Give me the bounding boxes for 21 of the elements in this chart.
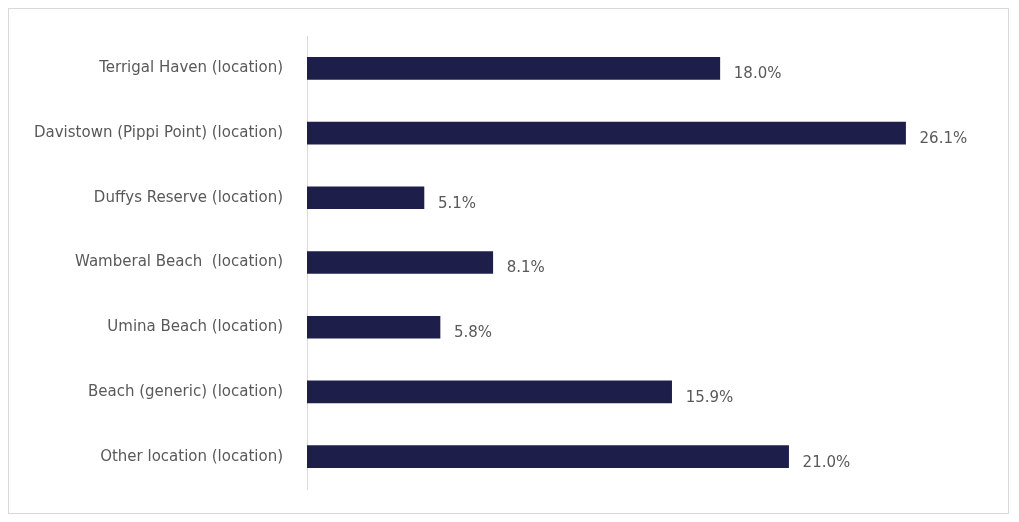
data-label: 18.0% (733, 64, 782, 83)
y-tick-label: Umina Beach (location) (107, 317, 283, 336)
bar (307, 315, 441, 339)
y-tick-label: Other location (location) (100, 446, 283, 465)
data-label: 15.9% (685, 387, 734, 406)
bar (307, 121, 906, 145)
data-label: 8.1% (506, 258, 545, 277)
bar (307, 445, 789, 468)
bar (307, 251, 494, 274)
data-label: 21.0% (802, 452, 851, 471)
y-tick-label: Duffys Reserve (location) (93, 187, 283, 206)
data-label: 5.1% (437, 193, 477, 212)
data-label: 26.1% (919, 128, 968, 147)
y-tick-label: Wamberal Beach (location) (75, 252, 283, 271)
data-label: 5.8% (454, 323, 493, 342)
y-tick-label: Terrigal Haven (location) (98, 58, 283, 77)
bar (307, 57, 721, 80)
bar (307, 186, 425, 210)
y-tick-label: Beach (generic) (location) (88, 381, 283, 400)
y-tick-label: Davistown (Pippi Point) (location) (33, 122, 283, 141)
bar (307, 380, 672, 404)
